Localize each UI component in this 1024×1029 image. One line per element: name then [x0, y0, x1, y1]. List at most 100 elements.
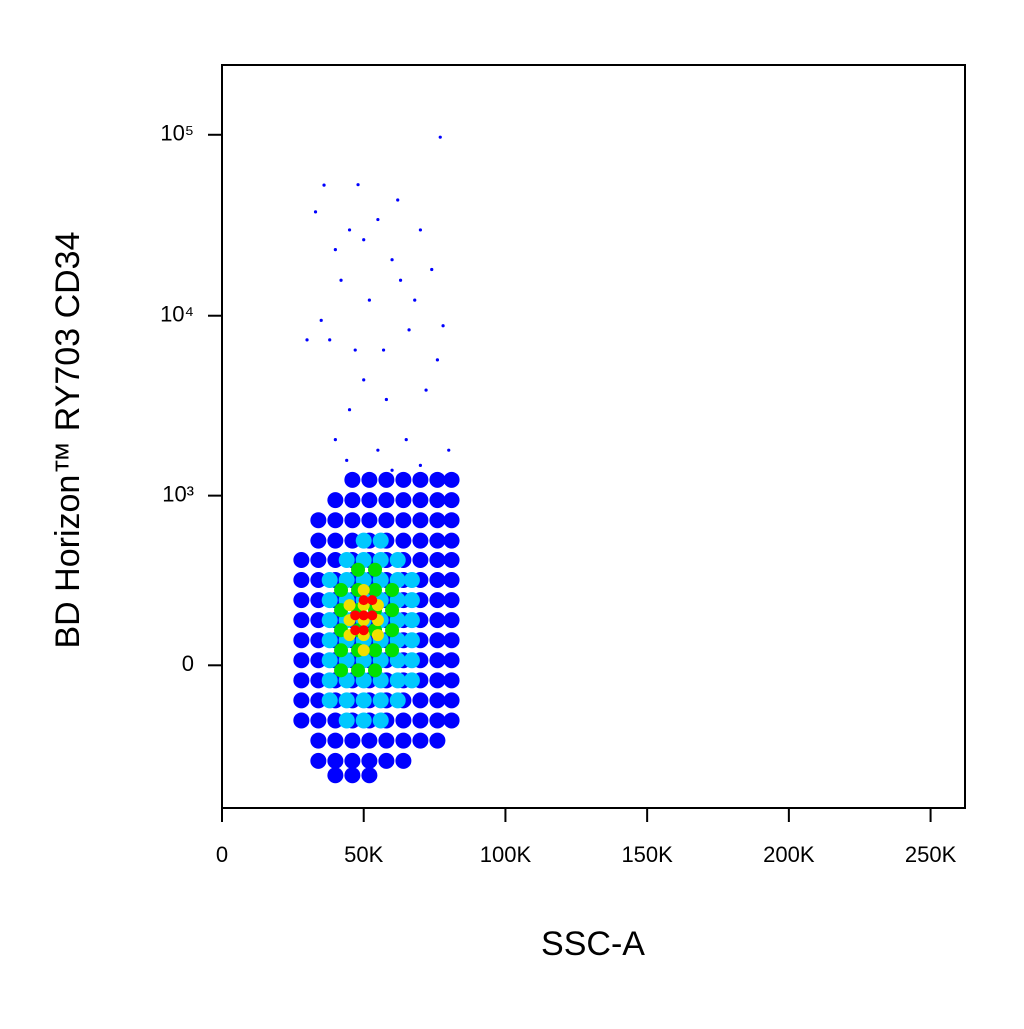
data-point	[429, 512, 446, 529]
data-point	[443, 492, 460, 509]
data-point	[321, 592, 338, 609]
data-point	[429, 632, 446, 649]
data-point	[395, 471, 412, 488]
data-point	[361, 512, 378, 529]
data-point	[362, 378, 366, 382]
data-point	[362, 238, 366, 242]
data-point	[321, 632, 338, 649]
data-point	[356, 183, 360, 187]
data-point	[327, 492, 344, 509]
data-point	[372, 712, 389, 729]
data-point	[443, 632, 460, 649]
data-point	[403, 592, 420, 609]
data-point	[358, 595, 369, 606]
data-point	[378, 492, 395, 509]
data-point	[310, 592, 327, 609]
data-point	[435, 358, 440, 362]
data-point	[310, 652, 327, 669]
data-point	[333, 247, 337, 252]
data-point	[310, 571, 327, 588]
data-point	[443, 471, 460, 488]
data-point	[333, 438, 337, 442]
data-point	[361, 471, 378, 488]
data-point	[310, 532, 327, 549]
data-point	[350, 625, 361, 636]
data-point	[322, 183, 326, 187]
data-point	[357, 644, 370, 657]
data-point	[310, 692, 327, 709]
data-point	[344, 492, 361, 509]
data-point	[313, 210, 318, 214]
data-point	[418, 463, 423, 467]
y-tick-label: 10⁴	[160, 302, 194, 327]
data-point	[429, 552, 446, 569]
data-point	[385, 583, 400, 598]
data-point	[293, 552, 310, 569]
data-point	[361, 752, 378, 769]
data-point	[378, 471, 395, 488]
plot-frame	[221, 64, 966, 809]
data-point	[418, 228, 423, 232]
data-point	[319, 318, 323, 322]
data-point	[367, 298, 371, 302]
data-point	[321, 612, 338, 629]
data-point	[368, 562, 383, 577]
data-point	[347, 408, 352, 412]
data-point	[429, 471, 446, 488]
data-point	[438, 135, 442, 139]
data-point	[361, 732, 378, 749]
data-point	[384, 397, 388, 402]
data-point	[328, 338, 332, 342]
data-point	[361, 492, 378, 509]
data-point	[344, 752, 361, 769]
data-point	[429, 532, 446, 549]
data-point	[429, 732, 446, 749]
data-point	[372, 532, 389, 549]
x-tick-label: 0	[216, 842, 228, 867]
data-point	[310, 672, 327, 689]
data-point	[310, 512, 327, 529]
data-point	[385, 623, 400, 638]
data-point	[327, 552, 344, 569]
data-point	[293, 612, 310, 629]
data-point	[443, 552, 460, 569]
data-point	[376, 217, 380, 222]
data-point	[430, 267, 434, 272]
data-point	[412, 712, 429, 729]
data-point	[412, 512, 429, 529]
data-point	[327, 732, 344, 749]
data-point	[378, 752, 395, 769]
data-point	[327, 512, 344, 529]
data-point	[429, 571, 446, 588]
data-point	[429, 592, 446, 609]
data-point	[321, 692, 338, 709]
data-point	[353, 348, 357, 352]
data-point	[344, 732, 361, 749]
data-point	[310, 612, 327, 629]
data-point	[293, 592, 310, 609]
data-point	[368, 583, 383, 598]
data-point	[321, 672, 338, 689]
data-point	[310, 752, 327, 769]
data-point	[443, 612, 460, 629]
data-point	[321, 652, 338, 669]
data-point	[358, 610, 369, 621]
data-point	[338, 712, 355, 729]
data-point	[293, 571, 310, 588]
data-point	[412, 492, 429, 509]
data-point	[447, 448, 451, 452]
data-point	[371, 629, 384, 642]
x-tick-label: 100K	[480, 842, 532, 867]
data-point	[355, 532, 372, 549]
data-point	[355, 692, 372, 709]
data-point	[327, 532, 344, 549]
data-point	[327, 767, 344, 784]
data-point	[378, 512, 395, 529]
x-tick-label: 250K	[905, 842, 957, 867]
data-point	[334, 583, 349, 598]
data-point	[357, 584, 370, 597]
data-point	[395, 752, 412, 769]
data-point	[429, 612, 446, 629]
